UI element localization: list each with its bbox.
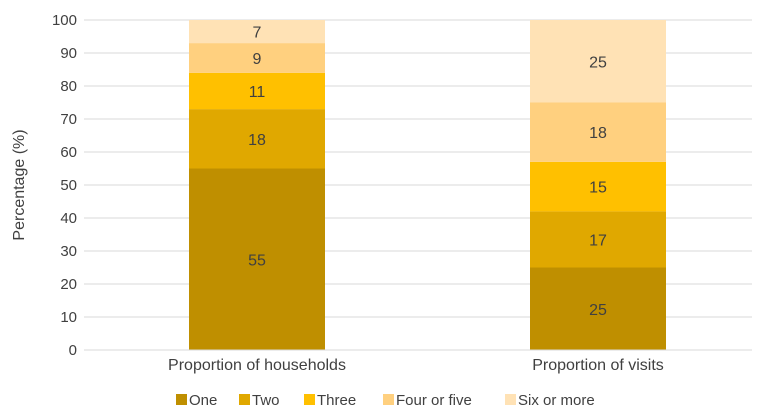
data-label: 15 [589, 180, 607, 197]
y-tick-label: 100 [52, 12, 77, 29]
legend-label: One [189, 392, 217, 409]
bar-segment [530, 20, 666, 103]
data-label: 25 [589, 54, 607, 71]
bar-segment [189, 168, 325, 350]
y-tick-label: 50 [60, 177, 77, 194]
bars: 55 18 11 9 7 25 17 15 18 25 [189, 20, 666, 350]
y-tick-label: 60 [60, 144, 77, 161]
data-label: 7 [253, 25, 262, 42]
data-label: 18 [589, 125, 607, 142]
bar-segment [530, 102, 666, 162]
y-tick-label: 70 [60, 111, 77, 128]
bar-segment [189, 43, 325, 73]
y-tick-label: 30 [60, 243, 77, 260]
y-tick-label: 10 [60, 309, 77, 326]
y-tick-label: 0 [69, 342, 77, 359]
x-axis-ticks: Proportion of households Proportion of vi… [168, 357, 664, 374]
y-axis-label: Percentage (%) [11, 129, 28, 240]
y-tick-label: 80 [60, 78, 77, 95]
data-label: 25 [589, 302, 607, 319]
y-tick-label: 20 [60, 276, 77, 293]
bar-segment [530, 267, 666, 350]
legend-label: Two [252, 392, 280, 409]
x-tick-label: Proportion of visits [532, 357, 664, 374]
data-label: 11 [249, 84, 266, 101]
bar-segment [189, 72, 325, 110]
data-label: 55 [248, 252, 266, 269]
bar-segment [530, 161, 666, 212]
bar-segment [530, 211, 666, 268]
y-tick-label: 90 [60, 45, 77, 62]
x-tick-label: Proportion of households [168, 357, 346, 374]
bar-segment [189, 20, 325, 44]
legend-swatch [239, 394, 250, 405]
legend-swatch [505, 394, 516, 405]
legend-swatch [176, 394, 187, 405]
legend-swatch [304, 394, 315, 405]
data-label: 18 [248, 132, 266, 149]
y-tick-label: 40 [60, 210, 77, 227]
legend-label: Six or more [518, 392, 595, 409]
legend-swatch [383, 394, 394, 405]
legend: One Two Three Four or five Six or more [176, 392, 595, 409]
legend-label: Three [317, 392, 356, 409]
bar-segment [189, 109, 325, 169]
data-label: 9 [253, 51, 262, 68]
y-axis-ticks: 0 10 20 30 40 50 60 70 80 90 100 [52, 12, 77, 359]
data-label: 17 [589, 232, 607, 249]
legend-label: Four or five [396, 392, 472, 409]
